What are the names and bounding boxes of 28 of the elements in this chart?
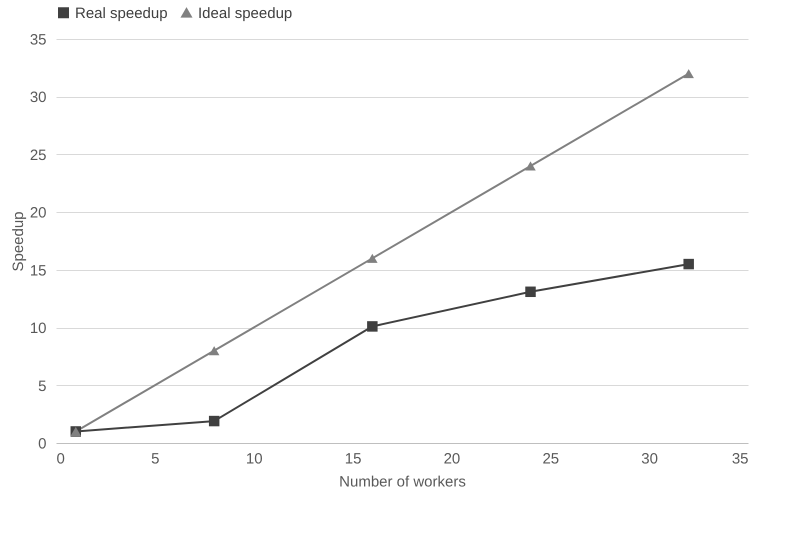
point [683, 258, 694, 270]
x-axis-title: Number of workers [339, 474, 466, 490]
y-tick-label: 25 [30, 146, 46, 164]
x-tick-label: 20 [444, 450, 460, 468]
y-tick-label: 5 [38, 378, 46, 395]
point [208, 416, 220, 426]
x-tick-label: 10 [246, 450, 263, 468]
y-axis-title: Speedup [10, 211, 27, 272]
y-tick-label: 30 [30, 89, 46, 106]
legend-label: Real speedup [75, 4, 168, 22]
x-tick-label: 25 [542, 450, 560, 468]
x-tick-label: 15 [344, 450, 362, 468]
y-tick-label: 10 [30, 320, 46, 338]
point [683, 69, 694, 78]
point [525, 161, 536, 171]
point [367, 254, 378, 263]
legend-label: Ideal speedup [198, 4, 292, 22]
point [208, 346, 220, 356]
y-tick-label: 0 [38, 436, 46, 452]
x-tick-label: 0 [56, 450, 65, 468]
y-tick-label: 35 [30, 32, 46, 48]
x-tick-label: 5 [151, 450, 160, 468]
point [367, 321, 378, 332]
x-tick-label: 30 [641, 450, 658, 468]
point [525, 286, 536, 298]
y-tick-label: 15 [30, 262, 46, 280]
x-tick-label: 35 [732, 450, 748, 468]
y-tick-label: 20 [30, 204, 46, 222]
